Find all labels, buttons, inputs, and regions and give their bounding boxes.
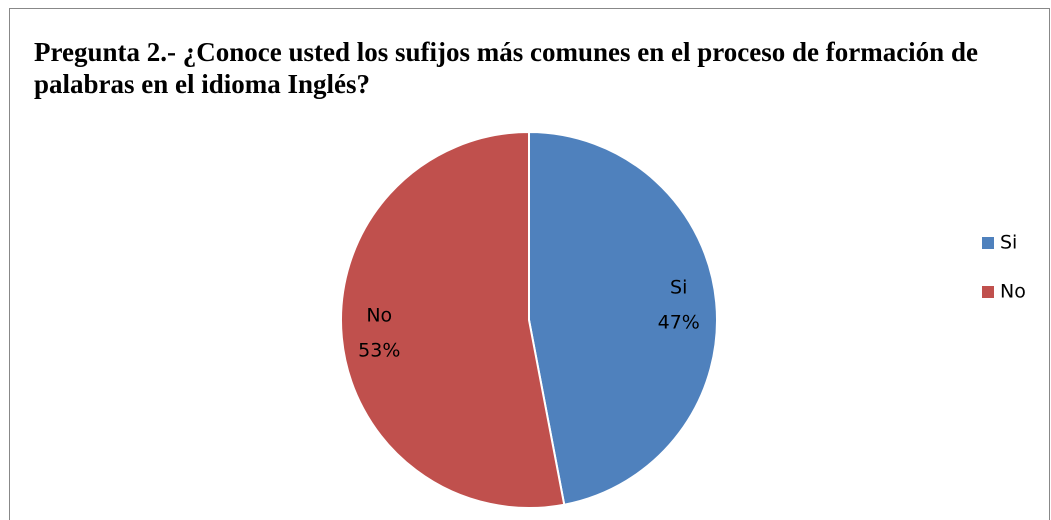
legend-label: Si [1000,232,1017,254]
slice-value-label: 47% [658,311,700,333]
legend-swatch [982,286,994,298]
slice-category-label: No [366,305,392,327]
pie-slice [528,130,718,506]
pie-slice [340,130,566,509]
legend-swatch [982,237,994,249]
legend-label: No [1000,281,1026,303]
slice-category-label: Si [670,276,687,298]
chart-title: Pregunta 2.- ¿Conoce usted los sufijos m… [34,37,978,99]
slice-value-label: 53% [358,340,400,362]
